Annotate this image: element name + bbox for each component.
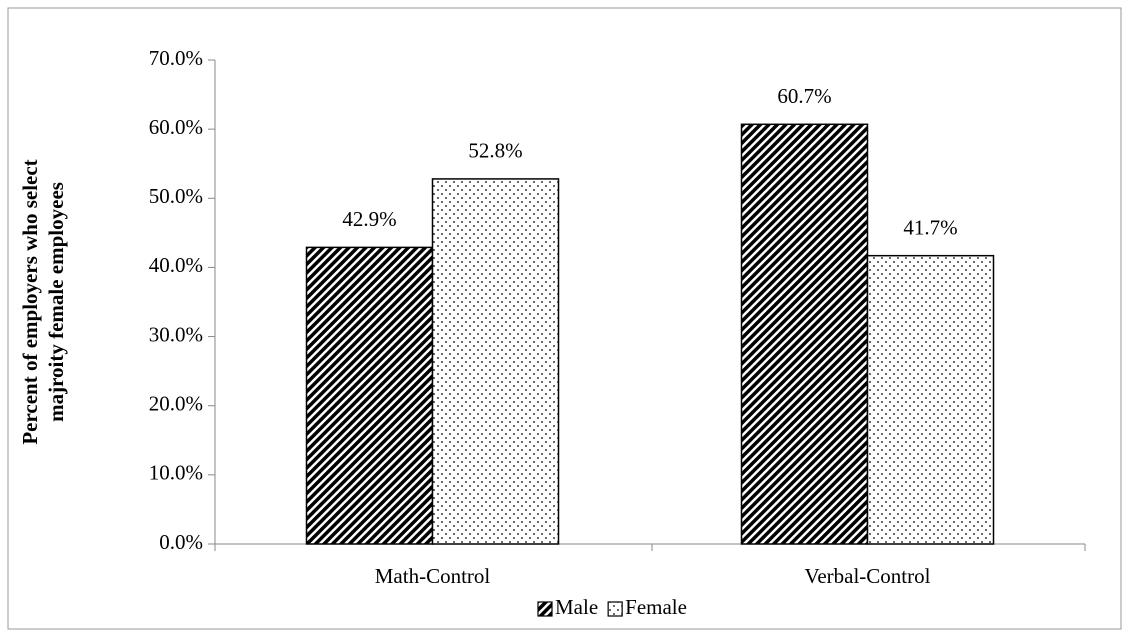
bar: [866, 254, 995, 545]
y-tick-label: 10.0%: [149, 461, 203, 485]
y-tick-label: 40.0%: [149, 253, 203, 277]
bar: [305, 246, 434, 545]
value-label: 60.7%: [777, 84, 831, 108]
y-tick-label: 50.0%: [149, 184, 203, 208]
y-tick-label: 20.0%: [149, 392, 203, 416]
y-tick-label: 70.0%: [149, 46, 203, 70]
y-tick-label: 60.0%: [149, 115, 203, 139]
legend: Male Female: [537, 595, 687, 619]
x-tick-label: Math-Control: [375, 564, 491, 588]
bar: [431, 178, 560, 545]
y-axis-title-line: Percent of employers who select: [18, 159, 42, 444]
legend-swatch: [537, 601, 553, 617]
bar: [740, 123, 869, 545]
y-axis-title: Percent of employers who select majroity…: [18, 159, 68, 444]
x-tick-label: Verbal-Control: [805, 564, 931, 588]
value-label: 52.8%: [468, 139, 522, 163]
value-label: 41.7%: [903, 215, 957, 239]
legend-swatch: [607, 601, 623, 617]
legend-label: Male: [555, 595, 598, 619]
y-axis-title-line: majroity female employees: [44, 182, 68, 422]
y-tick-label: 30.0%: [149, 322, 203, 346]
legend-label: Female: [625, 595, 687, 619]
y-tick-label: 0.0%: [159, 530, 203, 554]
value-label: 42.9%: [342, 207, 396, 231]
